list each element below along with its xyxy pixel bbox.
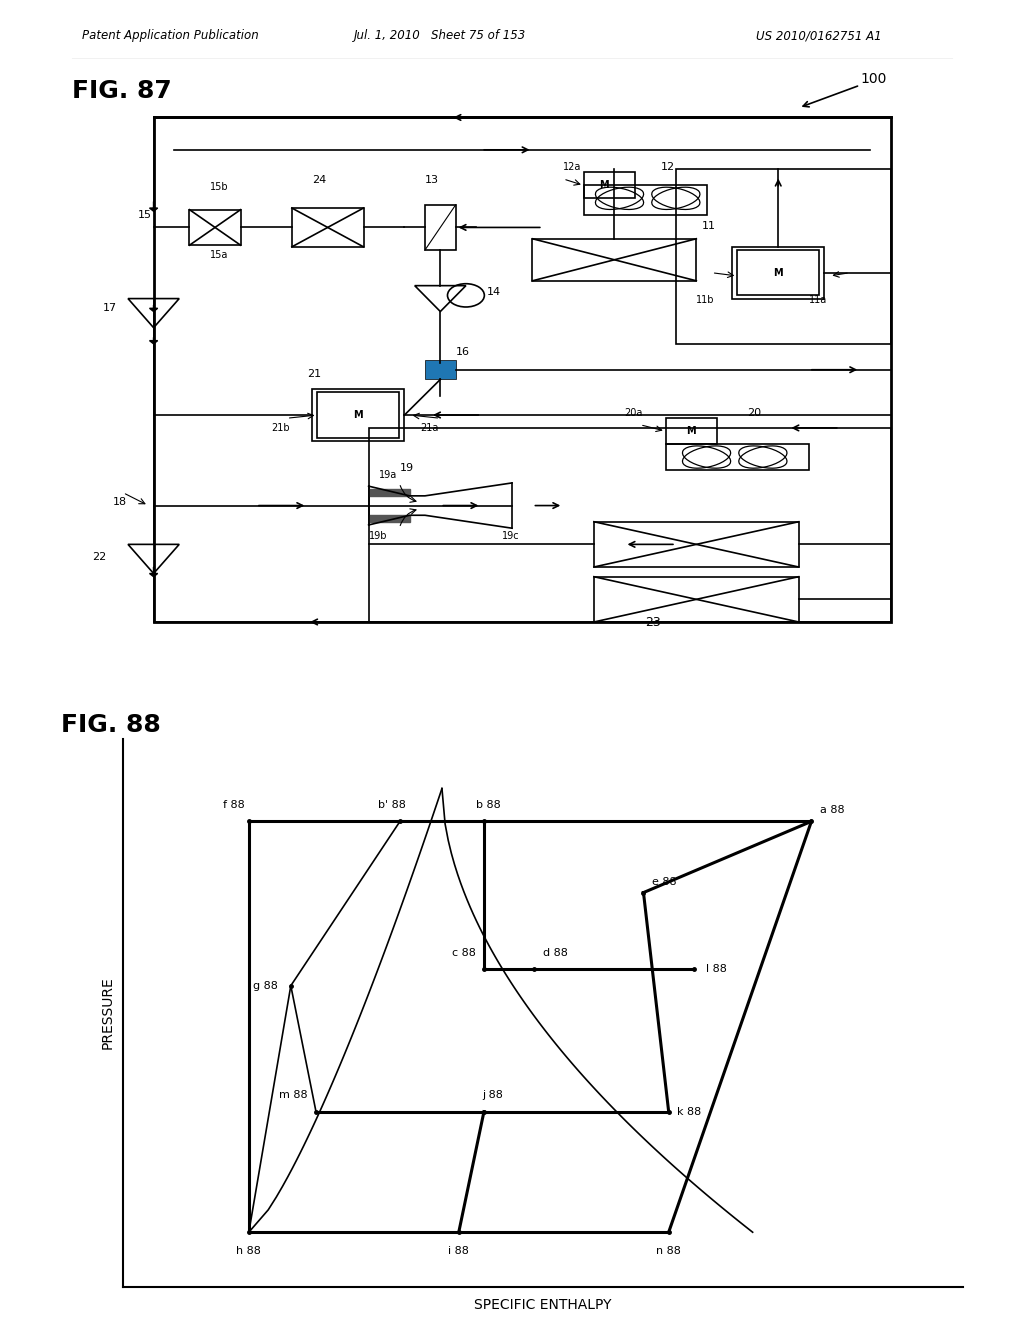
Text: m 88: m 88 bbox=[279, 1090, 307, 1101]
FancyArrow shape bbox=[150, 568, 158, 577]
Bar bbox=[594, 577, 799, 622]
Bar bbox=[312, 389, 404, 441]
Text: 11b: 11b bbox=[696, 296, 715, 305]
Text: 15a: 15a bbox=[210, 249, 228, 260]
Text: 15b: 15b bbox=[210, 182, 228, 191]
Text: f 88: f 88 bbox=[223, 800, 245, 810]
Text: FIG. 88: FIG. 88 bbox=[61, 713, 161, 737]
Text: US 2010/0162751 A1: US 2010/0162751 A1 bbox=[757, 29, 882, 42]
Text: 16: 16 bbox=[456, 347, 470, 356]
Text: 19c: 19c bbox=[502, 532, 519, 541]
Text: 18: 18 bbox=[113, 498, 127, 507]
Text: M: M bbox=[353, 411, 364, 420]
Bar bbox=[425, 360, 456, 379]
Bar bbox=[584, 185, 707, 214]
Text: 19: 19 bbox=[399, 463, 414, 474]
Bar bbox=[292, 209, 364, 247]
Text: 21b: 21b bbox=[271, 422, 290, 433]
Text: 23: 23 bbox=[645, 615, 660, 628]
Text: 19a: 19a bbox=[379, 470, 397, 479]
Text: k 88: k 88 bbox=[677, 1106, 701, 1117]
Text: b 88: b 88 bbox=[476, 800, 501, 810]
Text: FIG. 87: FIG. 87 bbox=[72, 79, 171, 103]
Bar bbox=[732, 247, 824, 298]
Bar bbox=[666, 444, 809, 470]
Text: 22: 22 bbox=[92, 552, 106, 562]
Text: 20a: 20a bbox=[625, 408, 643, 418]
Text: n 88: n 88 bbox=[656, 1246, 681, 1257]
Text: 11a: 11a bbox=[809, 296, 827, 305]
Text: 100: 100 bbox=[860, 73, 887, 86]
Bar bbox=[189, 210, 241, 246]
Bar bbox=[584, 173, 635, 198]
Text: 20: 20 bbox=[748, 408, 762, 418]
Bar bbox=[532, 239, 696, 281]
Text: 21a: 21a bbox=[420, 422, 438, 433]
Text: 15: 15 bbox=[138, 210, 153, 219]
FancyArrow shape bbox=[150, 338, 158, 343]
Text: 17: 17 bbox=[102, 304, 117, 313]
Bar bbox=[425, 205, 456, 249]
Text: d 88: d 88 bbox=[543, 948, 567, 958]
Text: M: M bbox=[773, 268, 783, 277]
X-axis label: SPECIFIC ENTHALPY: SPECIFIC ENTHALPY bbox=[474, 1298, 611, 1312]
Text: g 88: g 88 bbox=[253, 981, 279, 991]
Text: M: M bbox=[686, 426, 695, 436]
Text: i 88: i 88 bbox=[449, 1246, 469, 1257]
Text: 19b: 19b bbox=[369, 532, 387, 541]
Text: 13: 13 bbox=[425, 176, 439, 185]
Text: c 88: c 88 bbox=[452, 948, 475, 958]
FancyArrow shape bbox=[150, 305, 158, 312]
Text: 21: 21 bbox=[307, 370, 322, 379]
Text: 11: 11 bbox=[701, 220, 716, 231]
Polygon shape bbox=[369, 515, 410, 521]
Bar bbox=[317, 392, 399, 438]
Bar bbox=[154, 117, 891, 622]
Text: l 88: l 88 bbox=[707, 965, 727, 974]
Text: j 88: j 88 bbox=[482, 1090, 503, 1101]
Text: a 88: a 88 bbox=[820, 805, 845, 816]
Text: b' 88: b' 88 bbox=[378, 800, 406, 810]
Text: 24: 24 bbox=[312, 176, 327, 185]
Text: Patent Application Publication: Patent Application Publication bbox=[82, 29, 259, 42]
Text: Jul. 1, 2010   Sheet 75 of 153: Jul. 1, 2010 Sheet 75 of 153 bbox=[354, 29, 526, 42]
Text: 12: 12 bbox=[660, 162, 675, 173]
FancyArrow shape bbox=[150, 202, 158, 211]
Text: e 88: e 88 bbox=[652, 876, 677, 887]
Bar bbox=[666, 418, 717, 444]
Text: 14: 14 bbox=[486, 288, 501, 297]
Text: h 88: h 88 bbox=[237, 1246, 261, 1257]
Text: 12a: 12a bbox=[563, 162, 582, 173]
Bar bbox=[369, 428, 891, 622]
Y-axis label: PRESSURE: PRESSURE bbox=[100, 977, 115, 1049]
Bar bbox=[594, 521, 799, 568]
Bar bbox=[676, 169, 891, 343]
Polygon shape bbox=[369, 490, 410, 496]
Bar bbox=[737, 249, 819, 296]
Text: M: M bbox=[599, 181, 608, 190]
